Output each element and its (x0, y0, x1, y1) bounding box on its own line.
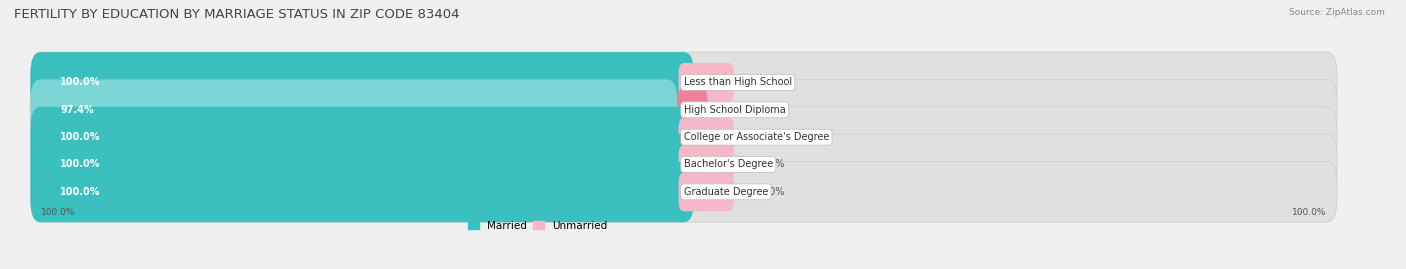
FancyBboxPatch shape (31, 79, 678, 140)
Text: 100.0%: 100.0% (60, 187, 100, 197)
Text: Source: ZipAtlas.com: Source: ZipAtlas.com (1289, 8, 1385, 17)
FancyBboxPatch shape (31, 134, 695, 195)
Text: 0.0%: 0.0% (761, 77, 785, 87)
Text: High School Diploma: High School Diploma (683, 105, 786, 115)
FancyBboxPatch shape (31, 161, 1337, 222)
Text: Bachelor's Degree: Bachelor's Degree (683, 160, 773, 169)
Text: Graduate Degree: Graduate Degree (683, 187, 768, 197)
Text: 0.0%: 0.0% (761, 160, 785, 169)
FancyBboxPatch shape (31, 107, 695, 168)
FancyBboxPatch shape (31, 161, 695, 222)
Text: 100.0%: 100.0% (41, 208, 75, 217)
Text: Less than High School: Less than High School (683, 77, 792, 87)
FancyBboxPatch shape (31, 79, 1337, 140)
FancyBboxPatch shape (31, 52, 695, 113)
Text: 100.0%: 100.0% (1292, 208, 1327, 217)
Text: 0.0%: 0.0% (761, 187, 785, 197)
Text: 0.0%: 0.0% (761, 132, 785, 142)
FancyBboxPatch shape (31, 134, 1337, 195)
Text: 100.0%: 100.0% (60, 77, 100, 87)
FancyBboxPatch shape (679, 172, 734, 211)
Text: 100.0%: 100.0% (60, 160, 100, 169)
Text: 2.7%: 2.7% (761, 105, 786, 115)
FancyBboxPatch shape (678, 88, 707, 132)
FancyBboxPatch shape (31, 107, 1337, 168)
Text: 97.4%: 97.4% (60, 105, 94, 115)
FancyBboxPatch shape (31, 52, 1337, 113)
FancyBboxPatch shape (679, 145, 734, 184)
Text: College or Associate's Degree: College or Associate's Degree (683, 132, 830, 142)
Text: 100.0%: 100.0% (60, 132, 100, 142)
FancyBboxPatch shape (679, 118, 734, 157)
FancyBboxPatch shape (679, 63, 734, 102)
Text: FERTILITY BY EDUCATION BY MARRIAGE STATUS IN ZIP CODE 83404: FERTILITY BY EDUCATION BY MARRIAGE STATU… (14, 8, 460, 21)
Legend: Married, Unmarried: Married, Unmarried (464, 217, 612, 235)
